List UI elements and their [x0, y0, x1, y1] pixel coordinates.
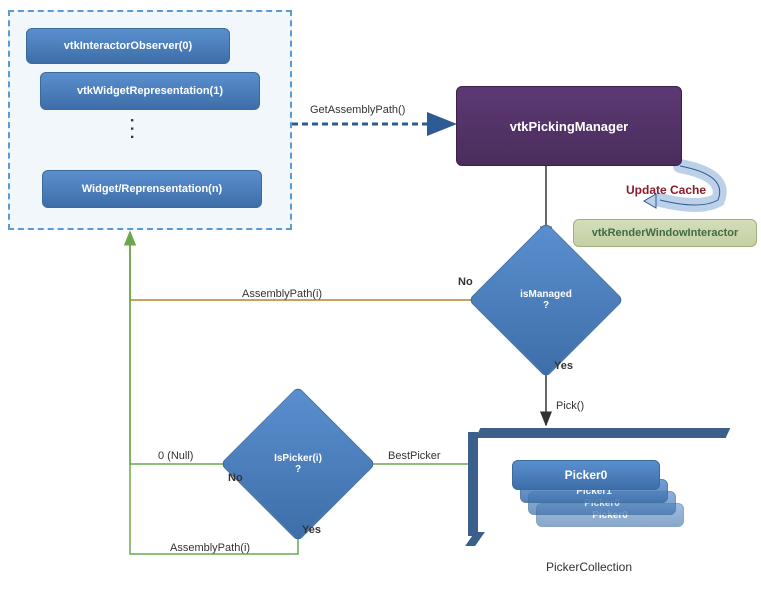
diamond-text: isManaged ? — [492, 289, 600, 311]
edge-get-assembly-label: GetAssemblyPath() — [310, 104, 405, 116]
node-widget-rep-1: vtkWidgetRepresentation(1) — [40, 72, 260, 110]
picker-shelf-left — [468, 432, 478, 536]
picker-shelf-top — [476, 428, 731, 438]
best-picker-label: BestPicker — [388, 450, 441, 462]
node-picking-manager: vtkPickingManager — [456, 86, 682, 166]
diamond-text: IsPicker(i) ? — [244, 453, 352, 475]
node-label: Widget/Reprensentation(n) — [82, 183, 222, 195]
assembly-path-yes-label: AssemblyPath(i) — [170, 542, 250, 554]
node-label: vtkRenderWindowInteractor — [592, 227, 739, 239]
node-render-window: vtkRenderWindowInteractor — [573, 219, 757, 247]
assembly-path-no-label: AssemblyPath(i) — [242, 288, 322, 300]
node-interactor-observer: vtkInteractorObserver(0) — [26, 28, 230, 64]
node-label: vtkInteractorObserver(0) — [64, 40, 192, 52]
node-label: vtkWidgetRepresentation(1) — [77, 85, 223, 97]
node-label: vtkPickingManager — [510, 119, 629, 134]
node-is-picker: IsPicker(i) ? — [220, 386, 376, 542]
is-managed-yes-label: Yes — [554, 360, 573, 372]
node-widget-rep-n: Widget/Reprensentation(n) — [42, 170, 262, 208]
null-label: 0 (Null) — [158, 450, 193, 462]
is-managed-no-label: No — [458, 276, 473, 288]
diamond-line1: IsPicker(i) — [274, 453, 322, 464]
picker-item: Picker0 — [512, 460, 660, 490]
picker-label: Picker0 — [565, 468, 608, 482]
pick-label: Pick() — [556, 400, 584, 412]
diamond-line1: isManaged — [520, 289, 572, 300]
picker-collection-label: PickerCollection — [546, 560, 632, 574]
is-picker-no-label: No — [228, 472, 243, 484]
diamond-line2: ? — [543, 300, 549, 311]
edge-update-cache-label: Update Cache — [626, 183, 706, 197]
diamond-line2: ? — [295, 464, 301, 475]
ellipsis-icon: ··· — [122, 118, 140, 143]
is-picker-yes-label: Yes — [302, 524, 321, 536]
